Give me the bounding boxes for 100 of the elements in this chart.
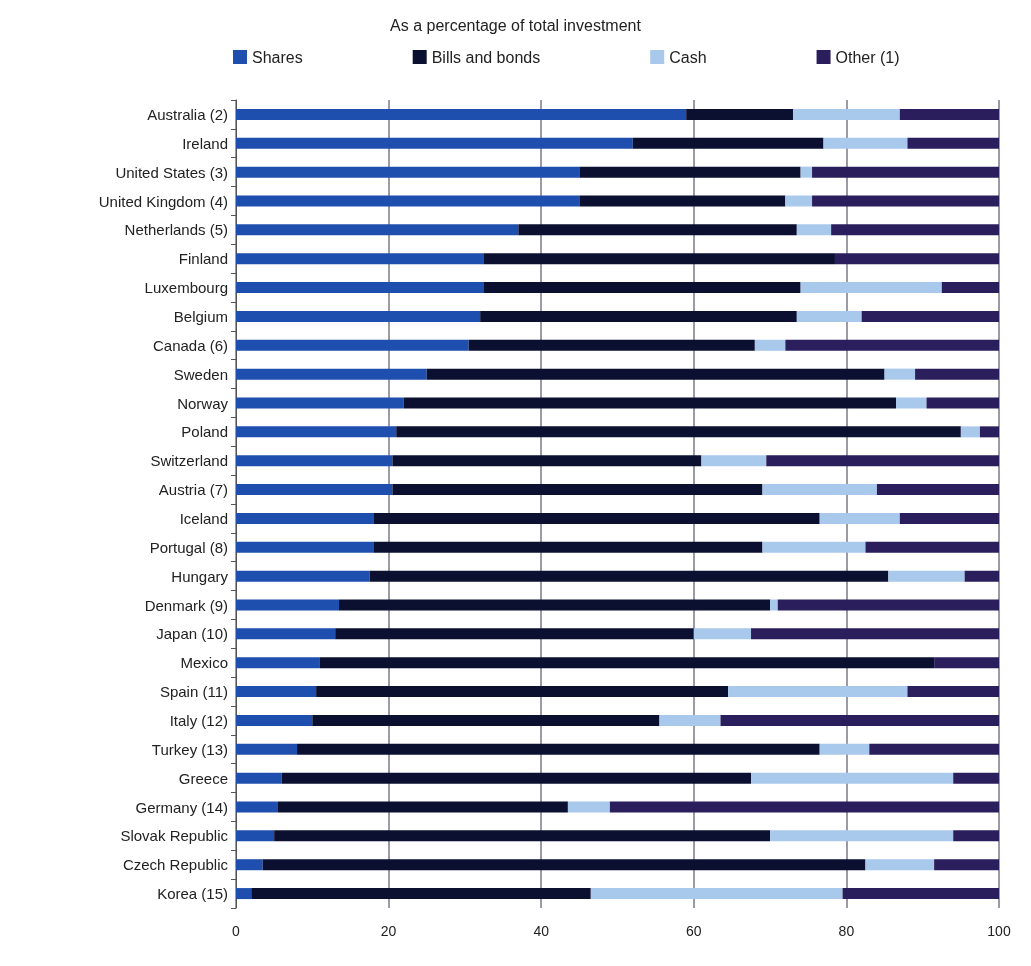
bar: [812, 195, 999, 207]
bar: [236, 830, 275, 842]
bar: [934, 859, 999, 871]
bar: [831, 224, 999, 236]
x-tick-label: 100: [987, 923, 1011, 939]
x-tick-label: 20: [380, 923, 397, 939]
bar: [567, 801, 610, 813]
bar: [236, 801, 278, 813]
chart-title: As a percentage of total investment: [390, 16, 642, 34]
bar: [262, 859, 866, 871]
bar: [236, 108, 687, 120]
y-tick-label: Mexico: [180, 654, 228, 672]
y-tick-label: Ireland: [182, 134, 228, 152]
bar: [796, 224, 832, 236]
bar: [762, 541, 866, 553]
bar: [819, 743, 870, 755]
bar: [277, 801, 568, 813]
bar: [236, 714, 313, 726]
bar: [884, 368, 916, 380]
bar: [483, 282, 801, 294]
bar: [236, 772, 282, 784]
y-tick-label: Belgium: [173, 307, 228, 325]
bar: [792, 108, 900, 120]
bar: [800, 166, 813, 178]
bar: [236, 224, 519, 236]
y-tick-label: Canada (6): [152, 336, 228, 354]
bar: [236, 455, 393, 467]
bar: [915, 368, 999, 380]
bar: [964, 570, 999, 582]
y-tick-label: United States (3): [115, 163, 228, 181]
bar: [800, 282, 942, 294]
bar: [236, 657, 320, 669]
y-tick-label: Netherlands (5): [124, 221, 228, 239]
bar: [865, 859, 935, 871]
legend-label: Bills and bonds: [431, 48, 541, 66]
legend-label: Other (1): [835, 48, 900, 66]
bar: [907, 686, 999, 698]
bar: [236, 859, 263, 871]
bar: [236, 686, 317, 698]
bar: [236, 368, 427, 380]
bar: [468, 339, 755, 351]
bar: [785, 339, 999, 351]
bar: [979, 426, 999, 438]
bar: [316, 686, 729, 698]
bar: [236, 137, 633, 149]
bar: [770, 599, 778, 611]
bar: [236, 426, 397, 438]
bar: [842, 888, 999, 900]
bar: [236, 628, 336, 640]
bar: [934, 657, 999, 669]
bar: [834, 253, 999, 265]
bar: [236, 166, 580, 178]
bar: [751, 628, 999, 640]
bar: [823, 137, 908, 149]
bar: [777, 599, 999, 611]
y-tick-label: Italy (12): [169, 711, 228, 729]
y-tick-label: Sweden: [173, 365, 228, 383]
y-tick-label: Australia (2): [147, 105, 228, 123]
bar: [236, 339, 469, 351]
legend-label: Cash: [669, 48, 707, 66]
bar: [896, 397, 927, 409]
bar: [236, 195, 580, 207]
bar: [953, 772, 999, 784]
bar: [869, 743, 999, 755]
bar: [312, 714, 660, 726]
y-tick-label: Slovak Republic: [120, 827, 229, 845]
bar: [369, 570, 889, 582]
bar: [754, 339, 786, 351]
y-tick-label: Switzerland: [150, 452, 228, 470]
bar: [960, 426, 980, 438]
bar: [728, 686, 908, 698]
bar: [812, 166, 999, 178]
bar: [686, 108, 793, 120]
bar: [274, 830, 771, 842]
bar: [403, 397, 896, 409]
bar: [236, 541, 374, 553]
bar: [819, 512, 900, 524]
bar: [236, 310, 481, 322]
bar: [785, 195, 813, 207]
y-tick-label: Japan (10): [156, 625, 228, 643]
x-tick-label: 0: [232, 923, 241, 939]
bar: [373, 541, 763, 553]
bar: [796, 310, 862, 322]
bar: [876, 484, 999, 496]
bar: [609, 801, 999, 813]
bar: [480, 310, 797, 322]
bar: [251, 888, 591, 900]
bar: [236, 599, 340, 611]
x-tick-label: 60: [686, 923, 702, 939]
bar: [236, 253, 484, 265]
y-tick-label: Czech Republic: [122, 856, 229, 874]
bar: [590, 888, 843, 900]
bar: [579, 166, 801, 178]
bar: [762, 484, 877, 496]
bar: [770, 830, 954, 842]
bar: [236, 397, 404, 409]
bar: [396, 426, 961, 438]
bar: [426, 368, 885, 380]
bar: [373, 512, 820, 524]
y-tick-label: Finland: [178, 250, 228, 268]
